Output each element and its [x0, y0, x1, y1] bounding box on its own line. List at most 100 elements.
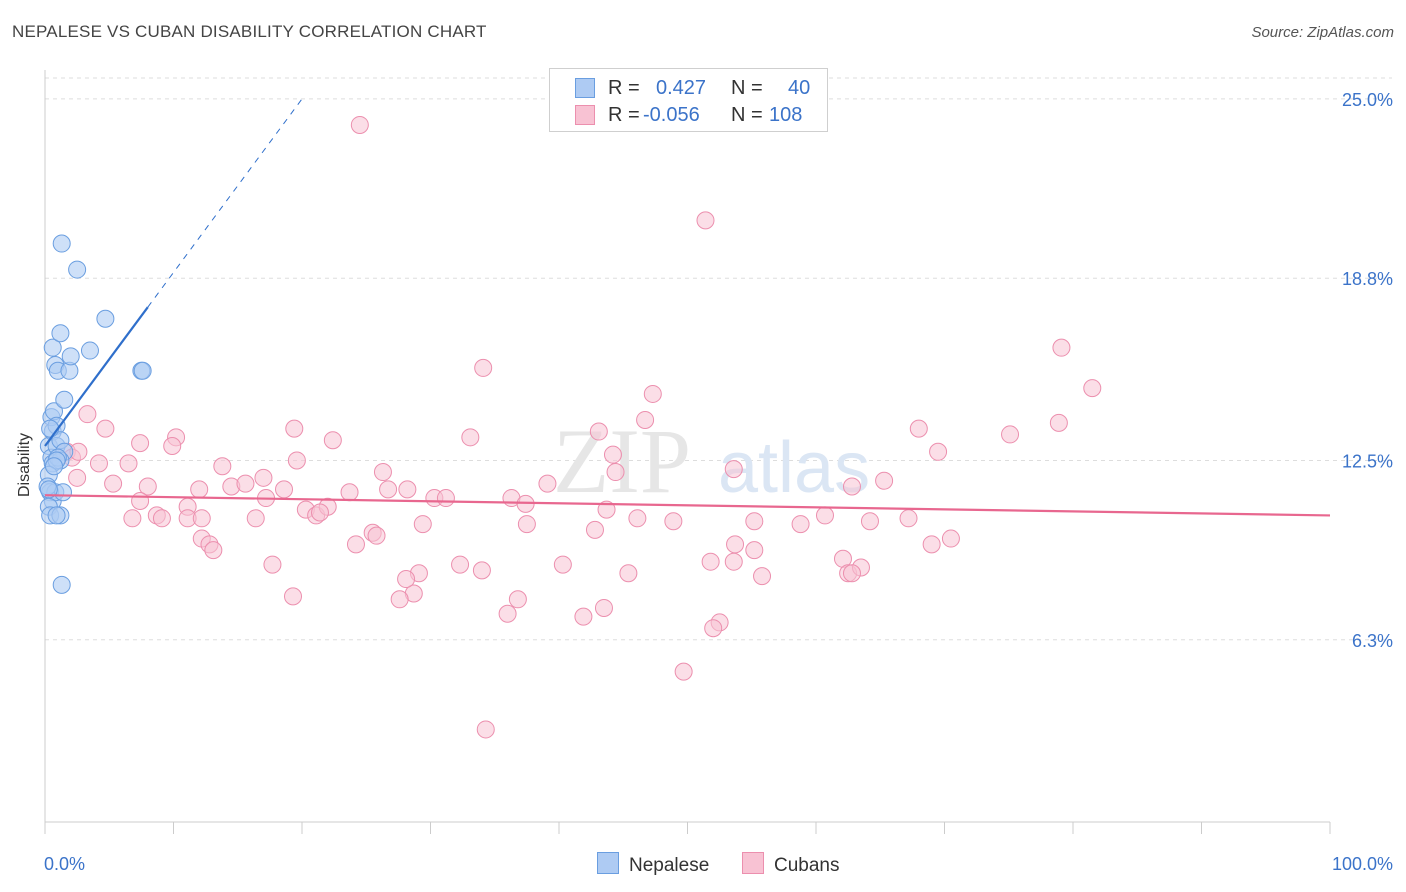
legend-r-value-cubans: -0.056 [643, 104, 700, 126]
nepalese-point [68, 260, 87, 279]
cubans-point [285, 419, 304, 438]
nepalese-point [61, 347, 80, 366]
cubans-point [104, 474, 123, 493]
cubans-point [373, 463, 392, 482]
gridlines [45, 77, 1392, 641]
cubans-point [585, 520, 604, 539]
nepalese-swatch [575, 78, 595, 98]
cubans-point [413, 515, 432, 534]
nepalese-point [96, 309, 115, 328]
cubans-point [1083, 379, 1102, 398]
cubans-point [323, 431, 342, 450]
cubans-point [163, 437, 182, 455]
cubans-point [451, 555, 470, 574]
cubans-point [628, 509, 647, 528]
nepalese-legend-label: Nepalese [629, 855, 710, 876]
cubans-point [340, 483, 359, 502]
chart-title: NEPALESE VS CUBAN DISABILITY CORRELATION… [12, 22, 487, 41]
cubans-point [284, 587, 303, 606]
cubans-point [724, 552, 743, 571]
cubans-point [696, 211, 715, 230]
cubans-point [310, 503, 329, 522]
y-tick-label: 6.3% [1352, 631, 1393, 651]
nepalese-trend-extension [147, 98, 303, 308]
cubans-point [636, 410, 655, 429]
nepalese-series [38, 234, 152, 594]
cubans-point [553, 555, 572, 574]
y-tick-label: 18.8% [1342, 269, 1393, 289]
legend-r-label: R = [608, 104, 640, 126]
cubans-point [745, 541, 764, 560]
legend-row-cubans: R = -0.056 N = 108 [550, 101, 827, 129]
cubans-point [1001, 425, 1020, 444]
cubans-point [275, 480, 294, 499]
nepalese-point [52, 575, 71, 594]
watermark-atlas: atlas [718, 428, 870, 508]
cubans-point [619, 564, 638, 583]
cubans-point [131, 434, 150, 453]
cubans-point [922, 535, 941, 554]
tick-labels: 6.3% 12.5% 18.8% 25.0% 0.0% 100.0% [44, 90, 1393, 874]
cubans-point [517, 515, 536, 534]
cubans-point [190, 480, 209, 499]
legend-r-label: R = [608, 77, 640, 99]
cubans-point [603, 445, 622, 464]
cubans-point [472, 561, 491, 580]
nepalese-trend-line [44, 306, 149, 447]
cubans-point [367, 526, 386, 545]
cubans-point [753, 567, 772, 586]
cubans-point [606, 463, 625, 482]
nepalese-point [55, 390, 74, 409]
cubans-point [1052, 338, 1071, 357]
watermark: ZIP atlas [553, 410, 870, 512]
cubans-point [589, 422, 608, 441]
source-label: Source: ZipAtlas.com [1251, 24, 1394, 41]
cubans-point [204, 541, 223, 560]
cubans-point [724, 460, 743, 479]
cubans-point [594, 598, 613, 617]
cubans-point [726, 535, 745, 554]
cubans-point [745, 512, 764, 531]
legend-box: R = 0.427 N = 40 R = -0.056 N = 108 [549, 68, 828, 132]
cubans-point [131, 491, 150, 510]
legend-r-value-nepalese: 0.427 [656, 77, 707, 99]
cubans-point [96, 419, 115, 438]
cubans-point [909, 419, 928, 438]
legend-row-nepalese: R = 0.427 N = 40 [550, 74, 827, 102]
nepalese-point [43, 338, 62, 357]
nepalese-point [52, 234, 71, 253]
cubans-point [263, 555, 282, 574]
cubans-point [397, 570, 416, 589]
cubans-series [57, 115, 1102, 739]
cubans-point [1049, 413, 1068, 432]
x-tick-label-max: 100.0% [1332, 854, 1393, 874]
nepalese-point [41, 419, 60, 438]
legend-n-value-nepalese: 40 [788, 77, 811, 99]
cubans-point [474, 358, 493, 377]
nepalese-point [51, 324, 70, 343]
cubans-point [213, 457, 232, 476]
cubans-point [538, 474, 557, 493]
cubans-point [68, 468, 87, 487]
cubans-legend-label: Cubans [774, 855, 840, 876]
cubans-point [152, 509, 171, 528]
y-tick-label: 12.5% [1342, 451, 1393, 471]
x-tick-label-min: 0.0% [44, 854, 85, 874]
cubans-swatch [575, 105, 595, 125]
cubans-point [815, 506, 834, 525]
cubans-point [674, 662, 693, 681]
legend-n-label: N = [731, 104, 763, 126]
cubans-point [138, 477, 157, 496]
cubans-point [346, 535, 365, 554]
cubans-point [643, 384, 662, 403]
cubans-point [704, 619, 723, 638]
y-tick-label: 25.0% [1342, 90, 1393, 110]
cubans-point [476, 720, 495, 739]
cubans-point [498, 604, 517, 623]
legend-n-label: N = [731, 77, 763, 99]
cubans-point [791, 515, 810, 534]
cubans-point [597, 500, 616, 519]
nepalese-point [44, 457, 63, 476]
cubans-point [236, 474, 255, 493]
